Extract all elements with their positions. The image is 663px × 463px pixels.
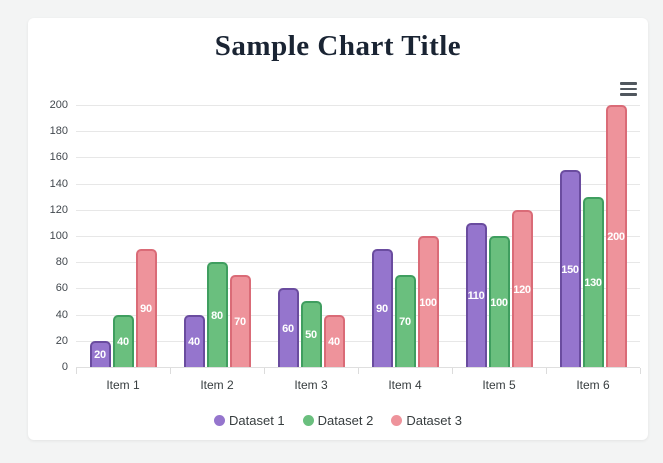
bar-value-label: 80	[211, 309, 223, 322]
bar-value-label: 50	[305, 329, 317, 341]
bar-dataset-2-item-4[interactable]: 70	[394, 275, 416, 367]
bar-value-label: 90	[376, 303, 388, 315]
legend-item-label: Dataset 3	[406, 413, 462, 428]
y-gridline	[76, 288, 640, 290]
x-axis-tick	[452, 368, 453, 374]
y-axis-tick-label: 140	[49, 177, 68, 190]
bar-dataset-1-item-6[interactable]: 150	[559, 170, 581, 367]
x-axis-line	[76, 367, 640, 368]
y-axis-tick-label: 20	[55, 334, 68, 347]
bar-dataset-2-item-1[interactable]: 40	[112, 315, 134, 367]
legend-item-dataset-2[interactable]: Dataset 2	[302, 413, 374, 428]
bar-dataset-3-item-2[interactable]: 70	[229, 275, 251, 367]
chart-legend: Dataset 1 Dataset 2 Dataset 3	[28, 413, 648, 428]
y-axis-tick-label: 120	[49, 203, 68, 216]
bar-dataset-1-item-1[interactable]: 20	[89, 341, 111, 367]
bar-dataset-1-item-4[interactable]: 90	[371, 249, 393, 367]
y-gridline	[76, 262, 640, 264]
bar-value-label: 150	[561, 263, 579, 276]
bar-dataset-2-item-6[interactable]: 130	[582, 197, 604, 367]
y-gridline	[76, 209, 640, 211]
bar-dataset-2-item-3[interactable]: 50	[300, 301, 322, 367]
y-gridline	[76, 131, 640, 133]
bar-value-label: 120	[513, 283, 531, 296]
x-axis-category-label: Item 3	[294, 378, 328, 392]
y-gridline	[76, 340, 640, 342]
bar-dataset-3-item-5[interactable]: 120	[511, 210, 533, 367]
y-axis-tick-label: 0	[61, 361, 68, 373]
x-axis-tick	[264, 368, 265, 374]
bar-dataset-1-item-2[interactable]: 40	[183, 315, 205, 367]
x-axis-category-label: Item 2	[200, 378, 234, 392]
x-axis-tick	[170, 368, 171, 374]
bar-dataset-3-item-6[interactable]: 200	[605, 105, 627, 367]
y-gridline	[76, 183, 640, 185]
x-axis-category-label: Item 4	[388, 378, 422, 392]
y-gridline	[76, 236, 640, 237]
bar-value-label: 70	[234, 316, 246, 328]
x-axis-tick	[76, 368, 77, 374]
bar-value-label: 40	[117, 336, 129, 348]
legend-marker-icon	[214, 415, 226, 426]
bar-value-label: 110	[467, 290, 485, 302]
y-axis-tick-label: 180	[49, 125, 68, 138]
bar-chart-plot-area: 0 20 40 60 80 100 120 140 160 180 200 20 40 90 Item 1 4…	[28, 18, 648, 440]
bar-dataset-1-item-5[interactable]: 110	[465, 223, 487, 367]
chart-title: Sample Chart Title	[214, 30, 462, 62]
y-axis-tick-label: 160	[49, 151, 68, 164]
y-axis-tick-label: 200	[49, 99, 68, 111]
bar-value-label: 90	[140, 303, 152, 315]
bar-dataset-2-item-5[interactable]: 100	[488, 236, 510, 367]
legend-item-label: Dataset 1	[229, 413, 285, 428]
y-gridline	[76, 314, 640, 316]
bar-dataset-2-item-2[interactable]: 80	[206, 262, 228, 367]
bar-value-label: 100	[490, 296, 508, 309]
legend-item-dataset-1[interactable]: Dataset 1	[214, 413, 285, 428]
legend-item-dataset-3[interactable]: Dataset 3	[391, 413, 462, 428]
bar-value-label: 40	[188, 336, 200, 348]
bar-dataset-1-item-3[interactable]: 60	[277, 288, 299, 367]
legend-marker-icon	[391, 415, 403, 426]
x-axis-tick	[640, 368, 641, 374]
bar-value-label: 40	[328, 336, 340, 348]
bar-dataset-3-item-1[interactable]: 90	[135, 249, 157, 367]
y-axis-tick-label: 60	[55, 282, 68, 295]
y-gridline	[76, 157, 640, 159]
x-axis-category-label: Item 6	[576, 378, 610, 392]
bar-value-label: 20	[94, 349, 106, 361]
x-axis-category-label: Item 1	[106, 378, 140, 392]
bar-dataset-3-item-4[interactable]: 100	[417, 236, 439, 367]
legend-item-label: Dataset 2	[317, 413, 374, 428]
bar-value-label: 200	[607, 231, 625, 243]
chart-toolbar-menu-button[interactable]	[616, 78, 640, 100]
bar-value-label: 70	[399, 316, 411, 328]
x-axis-category-label: Item 5	[482, 378, 516, 392]
y-gridline	[76, 105, 640, 106]
x-axis-tick	[358, 368, 359, 374]
legend-marker-icon	[302, 415, 314, 426]
bar-value-label: 130	[584, 277, 602, 289]
x-axis-tick	[546, 368, 547, 374]
y-axis-tick-label: 80	[55, 256, 68, 269]
bar-value-label: 60	[282, 322, 294, 335]
y-axis-tick-label: 100	[49, 230, 68, 242]
hamburger-menu-icon	[619, 82, 637, 96]
chart-card: Sample Chart Title 0 20 40 60 80 100 120 140 160…	[28, 18, 648, 440]
bar-dataset-3-item-3[interactable]: 40	[323, 315, 345, 367]
bar-value-label: 100	[419, 296, 437, 309]
y-axis-tick-label: 40	[55, 308, 68, 321]
